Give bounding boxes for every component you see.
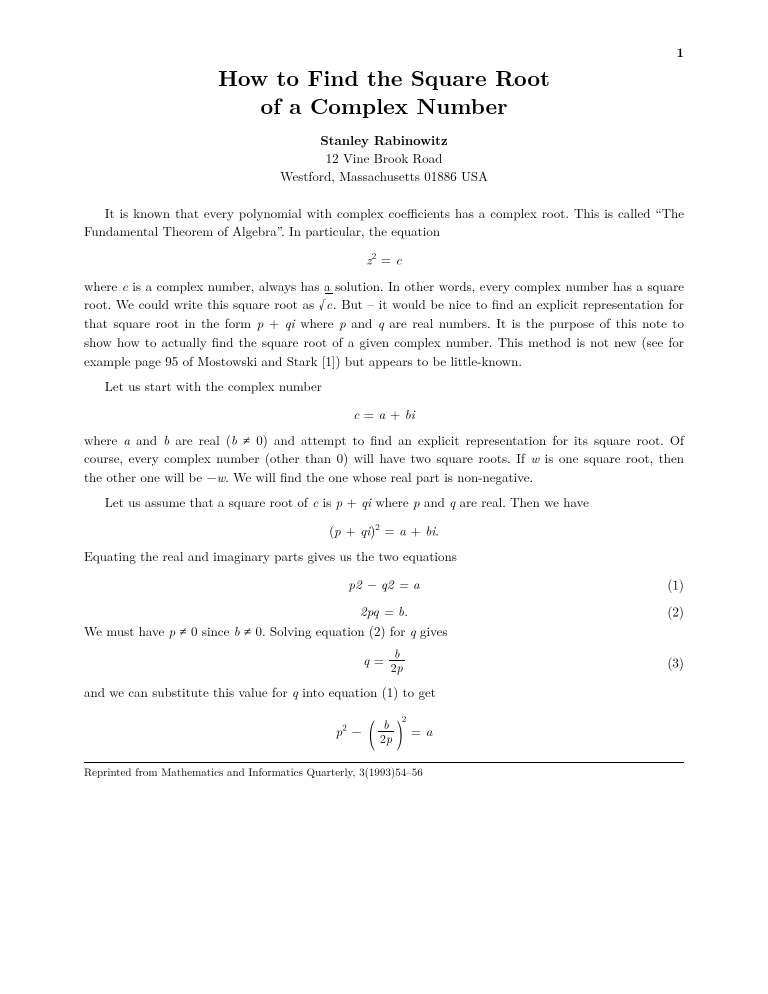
page-number: 1 bbox=[677, 42, 684, 61]
equation-pqi-squared: (p + qi)2 = a + bi. bbox=[84, 520, 684, 539]
paragraph-1: It is known that every polynomial with c… bbox=[84, 204, 684, 242]
paragraph-6: Equating the real and imaginary parts gi… bbox=[84, 547, 684, 566]
author-address-2: Westford, Massachusetts 01886 USA bbox=[280, 166, 488, 185]
footnote-rule bbox=[84, 762, 684, 763]
author-name: Stanley Rabinowitz bbox=[320, 130, 447, 149]
equation-1: p2 − q2 = a (1) bbox=[84, 574, 684, 593]
equation-system-1-2: p2 − q2 = a (1) 2pq = b. (2) bbox=[84, 572, 684, 622]
equation-z2-c: z2 = c bbox=[84, 249, 684, 268]
equation-number-2: (2) bbox=[667, 601, 684, 620]
title: How to Find the Square Root of a Complex… bbox=[84, 64, 684, 119]
title-line-1: How to Find the Square Root bbox=[218, 62, 550, 93]
paragraph-3: Let us start with the complex number bbox=[84, 377, 684, 396]
equation-2: 2pq = b. (2) bbox=[84, 601, 684, 620]
equation-3: q = b 2p (3) bbox=[84, 649, 684, 675]
paragraph-4: where a and b are real (b ≠ 0) and attem… bbox=[84, 431, 684, 488]
author-block: Stanley Rabinowitz 12 Vine Brook Road We… bbox=[84, 131, 684, 186]
equation-c-abi: c = a + bi bbox=[84, 404, 684, 423]
equation-number-3: (3) bbox=[667, 653, 684, 672]
equation-number-1: (1) bbox=[667, 574, 684, 593]
page: 1 How to Find the Square Root of a Compl… bbox=[0, 0, 768, 994]
paragraph-5: Let us assume that a square root of c is… bbox=[84, 493, 684, 512]
equation-substituted: p2 − ( b 2p )2 = a bbox=[84, 712, 684, 748]
paragraph-2: where c is a complex number, always has … bbox=[84, 277, 684, 371]
author-address-1: 12 Vine Brook Road bbox=[326, 148, 443, 167]
paragraph-8: and we can substitute this value for q i… bbox=[84, 683, 684, 702]
footnote: Reprinted from Mathematics and Informati… bbox=[84, 766, 684, 780]
paragraph-7: We must have p ≠ 0 since b ≠ 0. Solving … bbox=[84, 622, 684, 641]
title-line-2: of a Complex Number bbox=[261, 90, 508, 121]
